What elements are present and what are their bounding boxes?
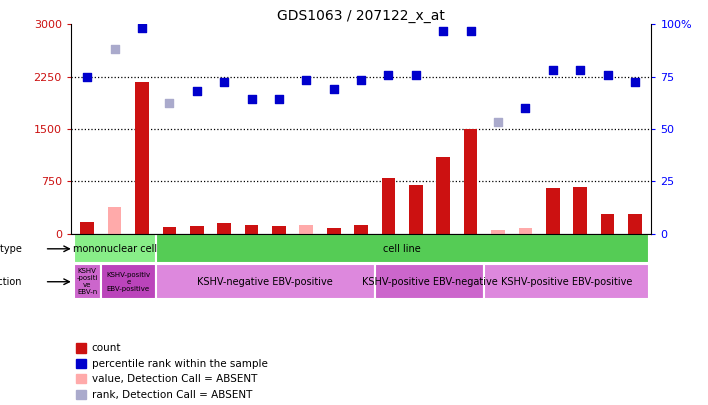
Bar xyxy=(135,82,149,234)
Point xyxy=(629,79,641,85)
Bar xyxy=(272,226,286,234)
Legend: count, percentile rank within the sample, value, Detection Call = ABSENT, rank, : count, percentile rank within the sample… xyxy=(76,343,268,400)
Point xyxy=(602,72,613,78)
Text: KSHV-negative EBV-positive: KSHV-negative EBV-positive xyxy=(198,277,333,287)
Bar xyxy=(628,214,641,234)
Bar xyxy=(74,234,156,263)
Text: mononuclear cell: mononuclear cell xyxy=(72,244,156,254)
Point xyxy=(246,96,257,102)
Point xyxy=(81,73,93,80)
Point xyxy=(191,87,202,94)
Point xyxy=(574,66,586,73)
Point xyxy=(520,105,531,111)
Bar xyxy=(409,185,423,234)
Bar xyxy=(163,227,176,234)
Bar xyxy=(484,264,649,299)
Title: GDS1063 / 207122_x_at: GDS1063 / 207122_x_at xyxy=(277,9,445,23)
Bar xyxy=(74,264,101,299)
Bar xyxy=(546,188,559,234)
Bar xyxy=(518,228,532,234)
Point xyxy=(492,119,503,125)
Bar xyxy=(382,178,395,234)
Bar xyxy=(156,264,375,299)
Text: cell type: cell type xyxy=(0,244,21,254)
Bar xyxy=(190,226,204,234)
Point xyxy=(301,77,312,83)
Bar xyxy=(299,225,313,234)
Bar xyxy=(354,225,368,234)
Bar xyxy=(600,214,615,234)
Text: infection: infection xyxy=(0,277,21,287)
Point xyxy=(328,86,339,92)
Bar xyxy=(573,187,587,234)
Point xyxy=(465,28,476,34)
Point xyxy=(383,72,394,78)
Bar xyxy=(217,224,231,234)
Bar xyxy=(491,230,505,234)
Bar xyxy=(245,226,258,234)
Bar xyxy=(81,222,94,234)
Point xyxy=(137,25,148,31)
Point xyxy=(438,28,449,34)
Bar xyxy=(464,129,477,234)
Point xyxy=(273,96,285,102)
Bar xyxy=(101,264,156,299)
Bar xyxy=(375,264,484,299)
Bar xyxy=(108,207,122,234)
Bar xyxy=(327,228,341,234)
Text: KSHV
-positi
ve
EBV-n: KSHV -positi ve EBV-n xyxy=(76,268,98,295)
Point xyxy=(164,100,175,106)
Point xyxy=(219,79,230,85)
Point xyxy=(109,45,120,52)
Point xyxy=(355,77,367,83)
Text: KSHV-positive EBV-negative: KSHV-positive EBV-negative xyxy=(362,277,498,287)
Bar xyxy=(156,234,649,263)
Point xyxy=(547,66,559,73)
Text: KSHV-positiv
e
EBV-positive: KSHV-positiv e EBV-positive xyxy=(106,272,150,292)
Point xyxy=(410,72,421,78)
Text: cell line: cell line xyxy=(383,244,421,254)
Bar xyxy=(436,157,450,234)
Text: KSHV-positive EBV-positive: KSHV-positive EBV-positive xyxy=(501,277,632,287)
